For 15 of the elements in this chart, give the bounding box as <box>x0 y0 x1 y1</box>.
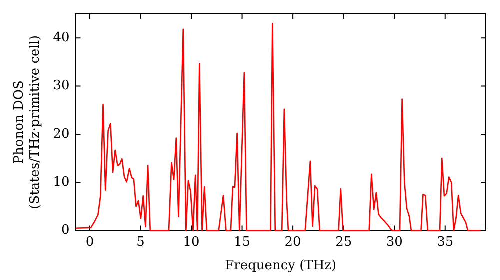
y-tick-label: 40 <box>53 30 70 46</box>
y-tick-label: 10 <box>53 174 70 190</box>
y-axis-title: Phonon DOS (States/THz·primitive cell) <box>12 35 43 210</box>
y-tick-label: 30 <box>53 78 70 94</box>
x-tick-label: 30 <box>386 234 403 250</box>
x-tick-label: 25 <box>336 234 352 250</box>
x-tick-label: 20 <box>284 234 302 250</box>
x-tick-label: 10 <box>183 234 200 250</box>
x-tick-label: 5 <box>136 234 145 250</box>
y-tick-label: 0 <box>61 223 70 238</box>
y-tick-label: 20 <box>53 126 70 142</box>
x-tick-label: 0 <box>86 234 94 250</box>
x-axis-title: Frequency (THz) <box>225 258 337 274</box>
x-tick-label: 15 <box>234 234 251 250</box>
x-tick-label: 35 <box>437 234 454 250</box>
